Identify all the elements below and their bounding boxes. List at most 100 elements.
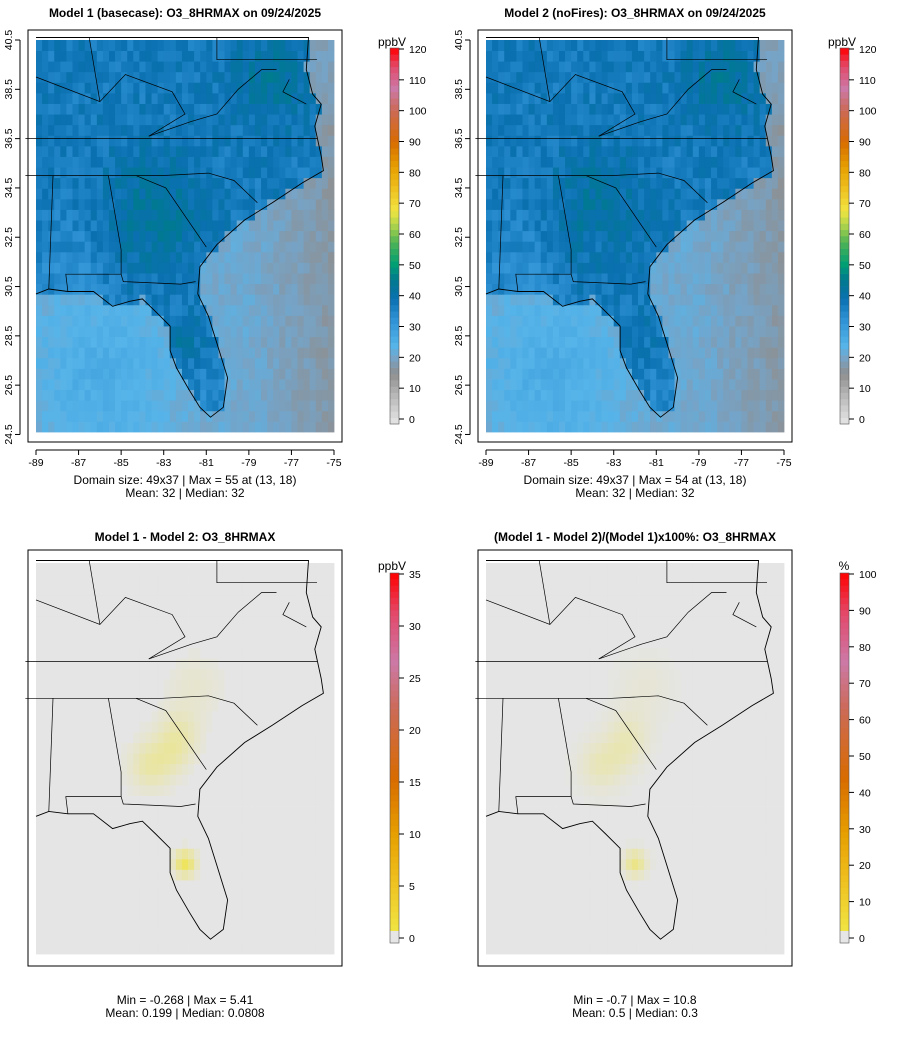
grid-cell <box>662 145 669 157</box>
grid-cell <box>309 890 317 902</box>
grid-cell <box>522 82 529 94</box>
grid-cell <box>711 230 718 242</box>
grid-cell <box>644 304 651 316</box>
grid-cell <box>163 251 171 263</box>
grid-cell <box>327 283 335 295</box>
grid-cell <box>662 71 669 83</box>
grid-cell <box>206 167 213 179</box>
grid-cell <box>625 410 633 422</box>
grid-cell <box>84 241 92 253</box>
grid-cell <box>595 220 602 232</box>
grid-cell <box>315 315 323 327</box>
grid-cell <box>206 827 213 839</box>
grid-cell <box>711 241 718 253</box>
grid-cell <box>181 827 189 839</box>
grid-cell <box>552 251 560 263</box>
grid-cell <box>674 294 682 306</box>
grid-cell <box>674 61 682 73</box>
grid-cell <box>674 177 682 189</box>
grid-cell <box>212 880 219 891</box>
grid-cell <box>589 230 596 242</box>
grid-cell <box>108 357 116 369</box>
grid-cell <box>267 92 274 104</box>
grid-cell <box>42 410 49 422</box>
grid-cell <box>169 880 177 891</box>
grid-cell <box>145 315 152 327</box>
grid-cell <box>212 795 219 807</box>
colorbar-swatch <box>840 311 849 318</box>
grid-cell <box>133 869 140 881</box>
grid-cell <box>96 315 104 327</box>
colorbar-swatch <box>840 411 849 419</box>
grid-cell <box>668 400 675 412</box>
grid-cell <box>327 848 335 860</box>
x-axis: -89 -87 -85 -83 -81 -79 -77 -75 <box>28 449 342 469</box>
grid-cell <box>90 379 98 391</box>
grid-cell <box>704 40 712 51</box>
grid-cell <box>297 124 304 136</box>
grid-cell <box>729 135 736 147</box>
grid-cell <box>291 848 298 860</box>
grid-cell <box>163 262 171 274</box>
colorbar-tick-label: 0 <box>409 414 415 426</box>
grid-cell <box>60 410 67 422</box>
grid-cell <box>242 209 250 221</box>
grid-cell <box>711 326 718 338</box>
grid-cell <box>516 357 523 369</box>
colorbar-swatch <box>840 380 849 387</box>
grid-cell <box>765 368 773 380</box>
grid-cell <box>254 922 262 934</box>
grid-cell <box>242 932 250 944</box>
grid-cell <box>188 103 195 115</box>
grid-cell <box>121 848 128 860</box>
grid-cell <box>188 827 195 839</box>
grid-cell <box>534 50 542 62</box>
grid-cell <box>96 421 104 433</box>
grid-cell <box>163 911 171 923</box>
grid-cell <box>279 294 286 306</box>
grid-cell <box>218 50 225 62</box>
grid-cell <box>273 304 280 316</box>
grid-cell <box>510 145 517 157</box>
grid-cell <box>267 124 274 136</box>
grid-cell <box>218 230 225 242</box>
grid-cell <box>127 262 134 274</box>
grid-cell <box>273 732 280 744</box>
grid-cell <box>315 241 323 253</box>
grid-cell <box>60 103 67 115</box>
grid-cell <box>723 241 730 253</box>
grid-cell <box>127 251 134 263</box>
grid-cell <box>680 410 688 422</box>
grid-cell <box>583 315 590 327</box>
grid-cell <box>242 61 250 73</box>
grid-cell <box>625 421 633 433</box>
grid-cell <box>279 357 286 369</box>
grid-cell <box>686 304 694 316</box>
grid-cell <box>711 40 718 51</box>
grid-cell <box>54 806 61 818</box>
grid-cell <box>625 326 633 338</box>
grid-cell <box>315 188 323 200</box>
grid-cell <box>102 357 110 369</box>
grid-cell <box>680 347 688 359</box>
grid-cell <box>631 135 639 147</box>
grid-cell <box>194 273 201 285</box>
grid-cell <box>145 188 152 200</box>
grid-cell <box>200 188 207 200</box>
grid-cell <box>735 357 742 369</box>
grid-cell <box>753 177 761 189</box>
grid-cell <box>723 167 730 179</box>
grid-cell <box>115 763 122 775</box>
grid-cell <box>242 294 250 306</box>
grid-cell <box>194 326 201 338</box>
grid-cell <box>613 283 621 295</box>
grid-cell <box>729 103 736 115</box>
grid-cell <box>656 304 663 316</box>
grid-cell <box>291 92 298 104</box>
grid-cell <box>607 368 615 380</box>
grid-cell <box>121 827 128 839</box>
grid-cell <box>279 848 286 860</box>
grid-cell <box>145 241 152 253</box>
grid-cell <box>242 114 250 126</box>
grid-cell <box>492 262 499 274</box>
